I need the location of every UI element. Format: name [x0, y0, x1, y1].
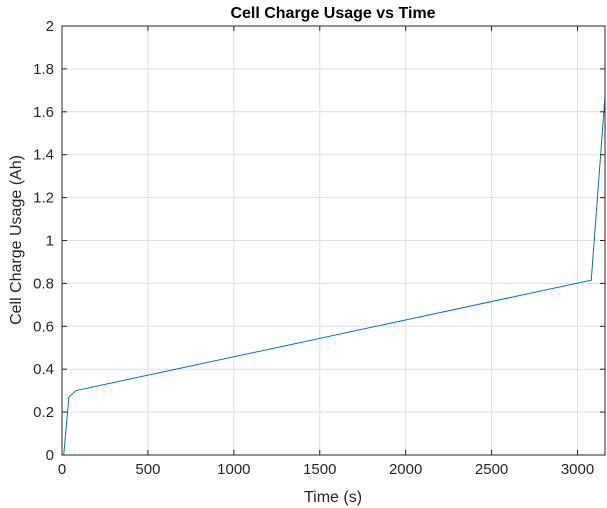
x-axis-label: Time (s) [304, 489, 362, 506]
y-tick-label: 0 [46, 447, 54, 464]
y-tick-label: 0.6 [33, 318, 54, 335]
x-tick-label: 1000 [217, 461, 250, 478]
x-tick-label: 2500 [475, 461, 508, 478]
y-axis-label: Cell Charge Usage (Ah) [8, 155, 25, 325]
y-tick-label: 0.2 [33, 404, 54, 421]
ticks: 0 500 1000 1500 2000 2500 3000 0 0.2 0.4 0.6 0.8 1 1.… [33, 18, 605, 478]
y-tick-label: 2 [46, 18, 54, 35]
y-tick-label: 1.4 [33, 147, 54, 164]
series-line-0 [63, 96, 605, 455]
x-tick-label: 500 [135, 461, 160, 478]
x-tick-label: 1500 [303, 461, 336, 478]
x-tick-label: 2000 [389, 461, 422, 478]
y-tick-label: 1.2 [33, 190, 54, 207]
chart-title: Cell Charge Usage vs Time [230, 5, 435, 22]
y-tick-label: 1.6 [33, 104, 54, 121]
y-tick-label: 1.8 [33, 61, 54, 78]
y-tick-label: 0.8 [33, 275, 54, 292]
x-tick-label: 3000 [561, 461, 594, 478]
x-tick-label: 0 [58, 461, 66, 478]
y-tick-label: 1 [46, 233, 54, 250]
grid [61, 25, 605, 456]
series-layer [63, 96, 605, 455]
y-tick-label: 0.4 [33, 361, 54, 378]
